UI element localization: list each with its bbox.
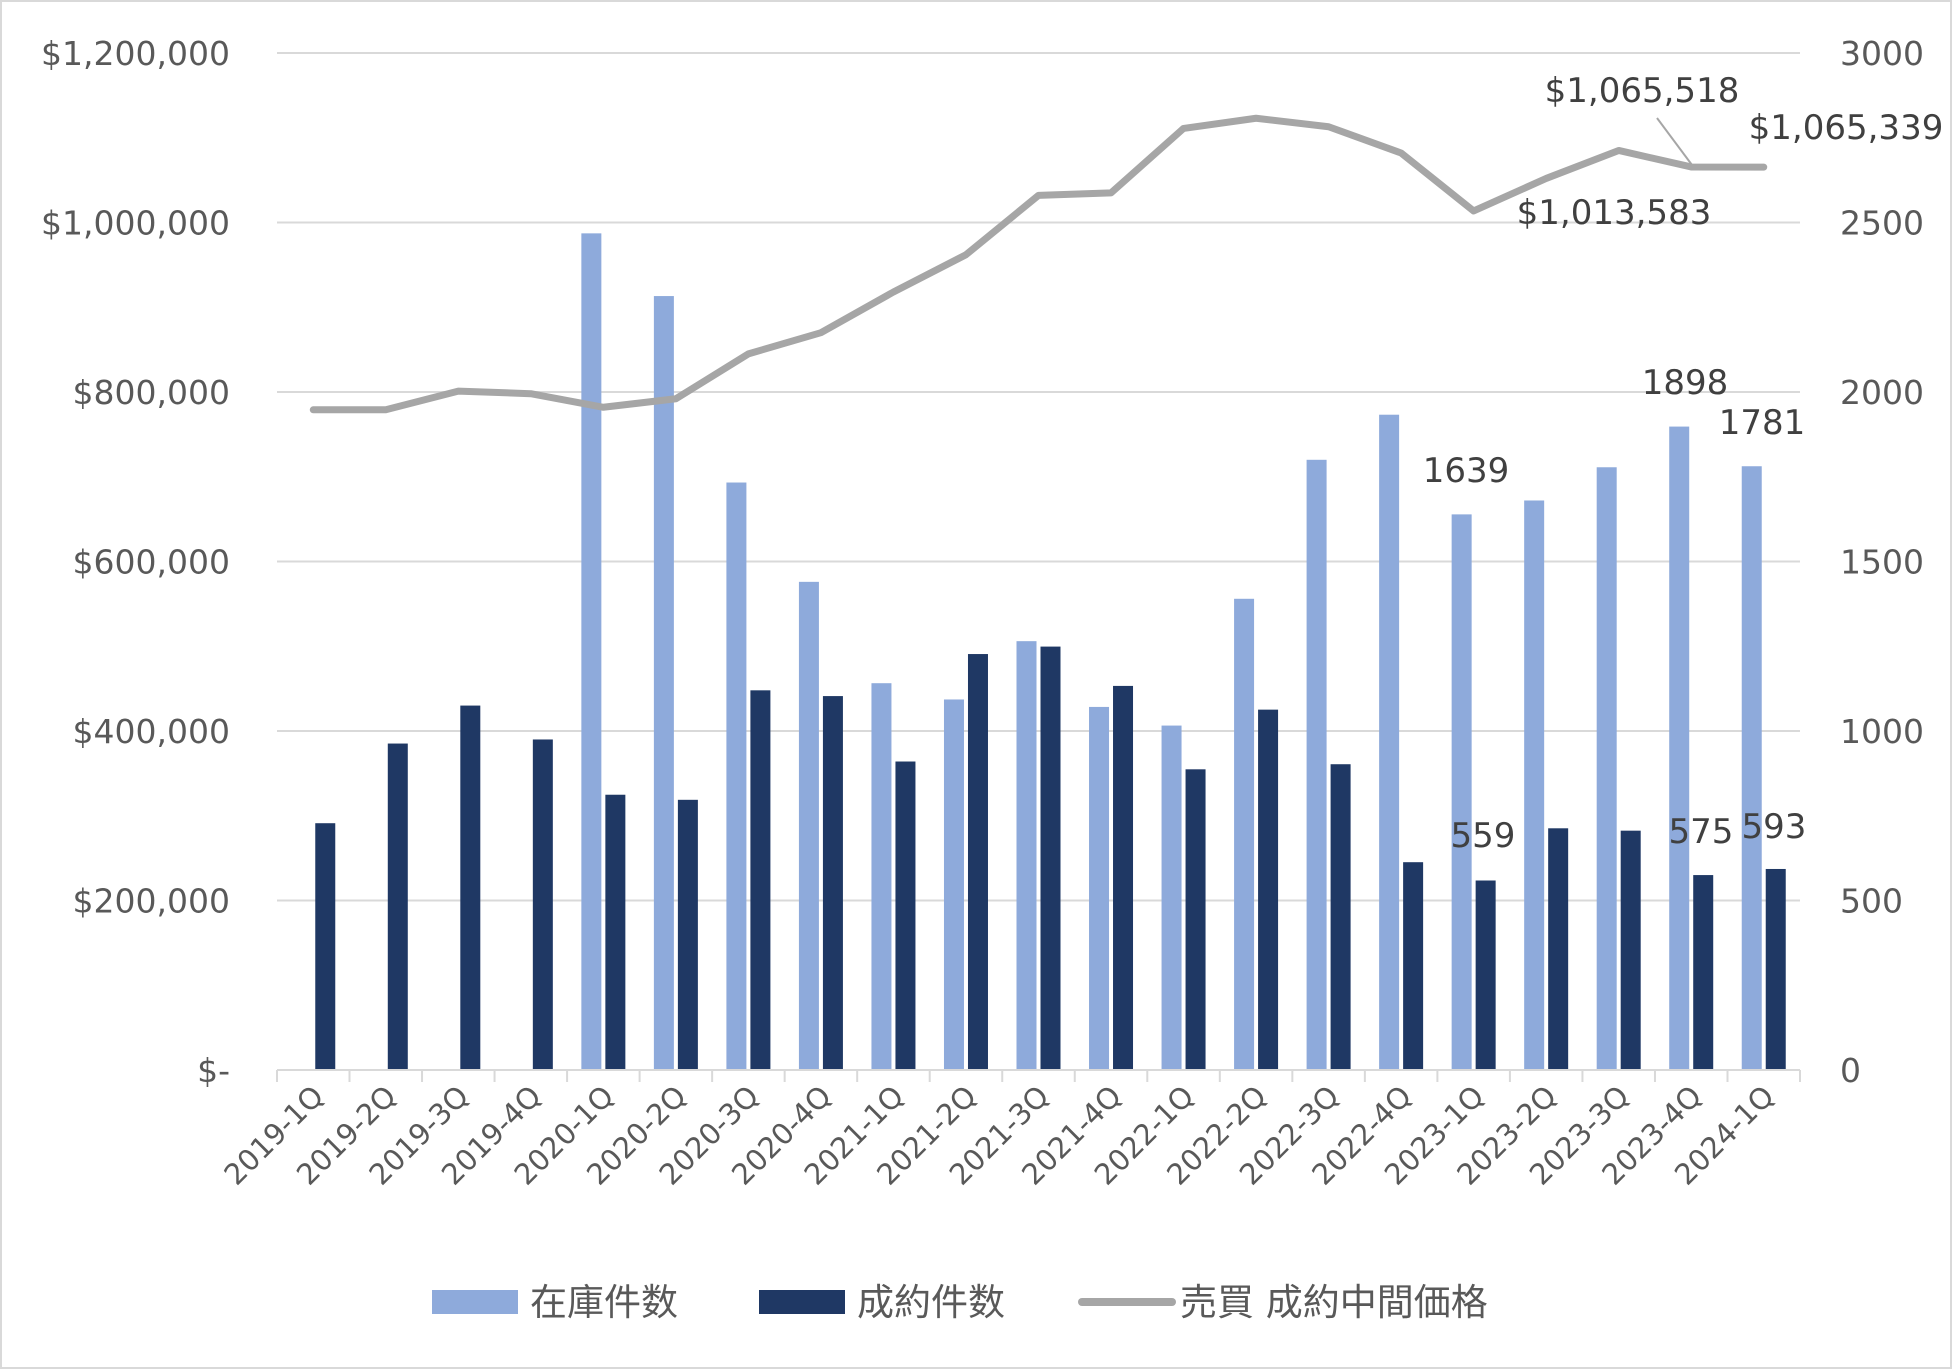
y-left-tick-label: $600,000 xyxy=(73,543,230,582)
line-median-price xyxy=(309,114,1768,414)
bar-closed-sales xyxy=(677,799,698,1070)
y-left-tick-label: $1,200,000 xyxy=(41,34,230,73)
bar-closed-sales xyxy=(822,696,843,1070)
y-right-tick-label: 500 xyxy=(1840,882,1903,921)
bar-closed-sales xyxy=(1185,769,1206,1070)
y-left-tick-label: $400,000 xyxy=(73,712,230,751)
legend-label: 売買 成約中間価格 xyxy=(1180,1281,1488,1324)
bar-inventory xyxy=(1524,500,1545,1071)
legend: 在庫件数 成約件数 売買 成約中間価格 xyxy=(432,1281,1488,1324)
y-left-tick-label: $- xyxy=(197,1051,230,1090)
line-data-label: $1,065,339 xyxy=(1749,108,1944,148)
bar-inventory xyxy=(1451,514,1472,1070)
bar-inventory xyxy=(581,233,602,1070)
label-leader-line xyxy=(1656,117,1693,166)
bar-inventory xyxy=(798,581,819,1070)
bar-closed-sales xyxy=(532,739,553,1070)
bar-closed-sales xyxy=(460,705,481,1070)
bar-inventory xyxy=(1306,459,1327,1070)
bar-closed-sales xyxy=(387,743,408,1070)
bar-data-label: 1639 xyxy=(1423,451,1510,491)
bar-closed-sales xyxy=(1258,709,1279,1070)
bar-closed-sales xyxy=(1040,646,1061,1070)
bar-closed-sales xyxy=(605,794,626,1070)
bar-closed-sales xyxy=(1620,830,1641,1070)
bar-inventory xyxy=(871,683,892,1070)
y-left-tick-label: $800,000 xyxy=(73,373,230,412)
y-right-tick-label: 1000 xyxy=(1840,712,1924,751)
y-left-tick-label: $1,000,000 xyxy=(41,204,230,243)
bar-inventory xyxy=(1741,466,1762,1071)
legend-label: 在庫件数 xyxy=(530,1281,678,1324)
bar-closed-sales xyxy=(1475,880,1496,1070)
bar-closed-sales xyxy=(1330,764,1351,1070)
bar-inventory xyxy=(1234,598,1255,1070)
bar-data-label: 1898 xyxy=(1642,363,1729,403)
bar-closed-sales xyxy=(750,690,771,1070)
bar-closed-sales xyxy=(895,761,916,1070)
line-data-label: $1,013,583 xyxy=(1517,193,1712,233)
bar-data-label: 559 xyxy=(1451,816,1516,856)
y-axis-left: $- $200,000 $400,000 $600,000 $800,000 $1,000… xyxy=(41,34,230,1090)
bar-inventory xyxy=(1669,426,1690,1070)
legend-label: 成約件数 xyxy=(857,1281,1005,1324)
bar-inventory xyxy=(1089,706,1110,1070)
y-right-tick-label: 2500 xyxy=(1840,204,1924,243)
y-right-tick-label: 3000 xyxy=(1840,34,1924,73)
gridlines xyxy=(277,52,1800,902)
bar-data-label: 1781 xyxy=(1719,403,1806,443)
bar-closed-sales xyxy=(1693,875,1714,1070)
bar-closed-sales xyxy=(1548,828,1569,1070)
y-right-tick-label: 0 xyxy=(1840,1051,1861,1090)
legend-swatch xyxy=(432,1290,518,1314)
bar-inventory xyxy=(943,699,964,1070)
y-left-tick-label: $200,000 xyxy=(73,882,230,921)
legend-swatch xyxy=(759,1290,845,1314)
bar-closed-sales xyxy=(1765,868,1786,1070)
bar-inventory xyxy=(653,296,674,1070)
y-axis-right: 0 500 1000 1500 2000 2500 3000 xyxy=(1840,34,1924,1090)
bar-closed-sales xyxy=(1113,685,1134,1070)
bars xyxy=(315,233,1786,1071)
bar-closed-sales xyxy=(967,654,988,1070)
bar-data-label: 575 xyxy=(1669,812,1734,852)
bar-inventory xyxy=(1016,641,1037,1070)
y-right-tick-label: 2000 xyxy=(1840,373,1924,412)
bar-inventory xyxy=(726,482,747,1070)
bar-closed-sales xyxy=(1403,862,1424,1070)
bar-inventory xyxy=(1379,414,1400,1070)
bar-inventory xyxy=(1596,467,1617,1070)
y-right-tick-label: 1500 xyxy=(1840,543,1924,582)
bar-closed-sales xyxy=(315,823,336,1070)
bar-inventory xyxy=(1161,725,1182,1070)
bar-data-label: 593 xyxy=(1742,807,1807,847)
x-axis: 2019-1Q2019-2Q2019-3Q2019-4Q2020-1Q2020-… xyxy=(217,1069,1801,1192)
line-data-label: $1,065,518 xyxy=(1545,71,1740,111)
